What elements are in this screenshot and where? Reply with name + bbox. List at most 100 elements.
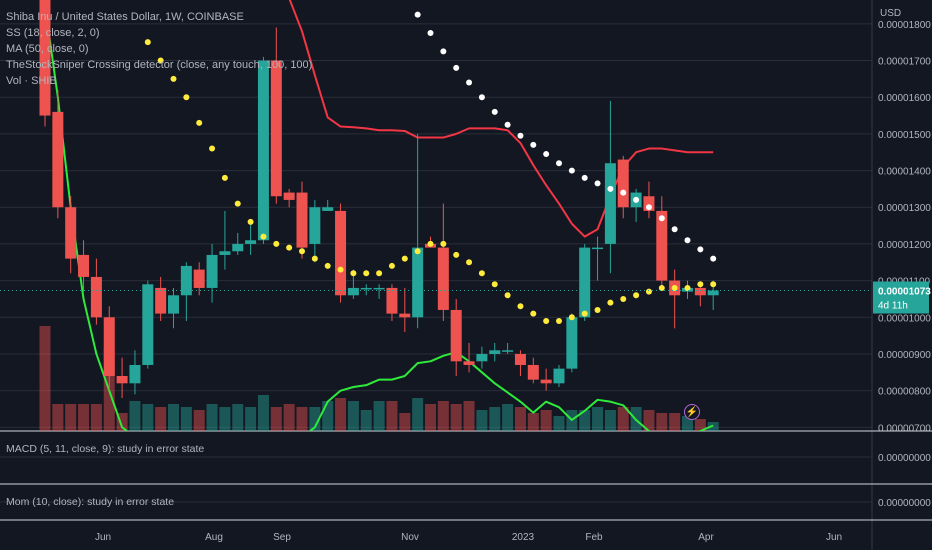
sar-dot (581, 310, 588, 317)
volume-bar (335, 398, 347, 431)
sar-dot (517, 303, 524, 310)
volume-bar (360, 410, 372, 431)
candle-body (219, 251, 231, 255)
price-tick-label: 0.00001800 (878, 20, 931, 31)
macd-pane-title[interactable]: MACD (5, 11, close, 9): study in error s… (6, 443, 205, 455)
time-tick-label: Apr (698, 532, 714, 543)
sar-dot-white (414, 11, 421, 18)
time-tick-label: Jun (95, 532, 111, 543)
candle-body (347, 287, 359, 296)
volume-bar (694, 419, 706, 431)
volume-bar (373, 401, 385, 431)
volume-bar (502, 404, 514, 431)
volume-bar (283, 404, 295, 431)
candle-body (592, 247, 604, 250)
sar-dot (299, 248, 305, 255)
volume-bar (527, 413, 539, 431)
candle-body (386, 287, 398, 314)
volume-bar (682, 416, 693, 431)
volume-bar (656, 413, 668, 431)
indicator-volume[interactable]: Vol · SHIB (6, 75, 57, 87)
indicator-ss[interactable]: SS (18, close, 2, 0) (6, 27, 100, 39)
candle-body (553, 368, 565, 384)
sar-dot (440, 240, 447, 247)
sar-dot (658, 284, 665, 291)
candle-body (142, 284, 154, 365)
sar-dot-white (594, 180, 601, 187)
sar-dot (209, 145, 216, 152)
candle-body (463, 361, 475, 365)
sar-dot (568, 314, 575, 321)
volume-bar (643, 410, 655, 431)
sar-dot-white (453, 64, 460, 71)
sar-dot (504, 292, 511, 299)
volume-bar (489, 407, 501, 431)
sar-dot-white (427, 30, 434, 37)
chart-title[interactable]: Shiba Inu / United States Dollar, 1W, CO… (6, 11, 244, 23)
sar-dot-white (568, 167, 575, 174)
sar-dot-white (633, 196, 640, 203)
volume-bar (309, 407, 321, 431)
candle-body (707, 290, 719, 296)
volume-bar (65, 404, 77, 431)
price-tick-label: 0.00001700 (878, 57, 931, 68)
sar-dot (221, 174, 228, 181)
candle-body (245, 240, 257, 244)
mom-value: 0.00000000 (878, 498, 931, 509)
volume-bar (617, 407, 629, 431)
sar-dot (607, 299, 614, 306)
price-tick-label: 0.00000800 (878, 387, 931, 398)
volume-bar (322, 401, 334, 431)
indicator-crossing[interactable]: TheStockSniper Crossing detector (close,… (6, 59, 313, 71)
sar-dot (196, 119, 203, 126)
volume-bar (193, 410, 205, 431)
candle-body (694, 287, 706, 296)
time-tick-label: Aug (205, 532, 223, 543)
sar-dot-white (440, 48, 447, 55)
candle-body (656, 210, 668, 281)
volume-bar (142, 404, 154, 431)
sar-dot (530, 310, 537, 317)
sar-dot-white (478, 94, 485, 101)
sar-dot-white (466, 79, 473, 86)
indicator-ma[interactable]: MA (50, close, 0) (6, 43, 89, 55)
sar-dot-white (607, 185, 614, 192)
sar-dot (311, 255, 318, 262)
sar-dot (684, 284, 691, 291)
volume-bar (245, 407, 257, 431)
candle-body (116, 375, 128, 384)
candle-body (617, 159, 629, 208)
candle-body (360, 287, 372, 290)
volume-bar (296, 407, 308, 431)
sar-dot-white (581, 174, 588, 181)
candle-body (476, 353, 488, 362)
sar-dot (414, 248, 421, 255)
price-tick-label: 0.00001600 (878, 93, 931, 104)
candle-body (373, 287, 385, 290)
lightning-icon[interactable]: ⚡ (684, 404, 700, 420)
time-tick-label: 2023 (512, 532, 535, 543)
mom-pane-title[interactable]: Mom (10, close): study in error state (6, 496, 175, 508)
sar-dot (427, 240, 434, 247)
sar-dot (388, 262, 395, 269)
sar-dot-white (645, 204, 652, 211)
volume-bar (168, 404, 179, 431)
sar-dot-white (684, 237, 691, 244)
volume-bar (579, 410, 591, 431)
candle-body (206, 254, 218, 288)
volume-bar (399, 413, 411, 431)
candle-body (514, 353, 526, 365)
candle-body (643, 196, 655, 211)
sar-dot (478, 270, 485, 277)
candle-body (540, 379, 552, 384)
volume-bar (180, 407, 192, 431)
volume-bar (386, 401, 398, 431)
volume-bar (219, 407, 231, 431)
candle-body (579, 247, 591, 318)
sar-dot-white (556, 160, 562, 167)
sar-dot (453, 251, 460, 258)
volume-bar (592, 407, 604, 431)
sar-dot (594, 306, 601, 313)
sar-dot (491, 281, 498, 288)
